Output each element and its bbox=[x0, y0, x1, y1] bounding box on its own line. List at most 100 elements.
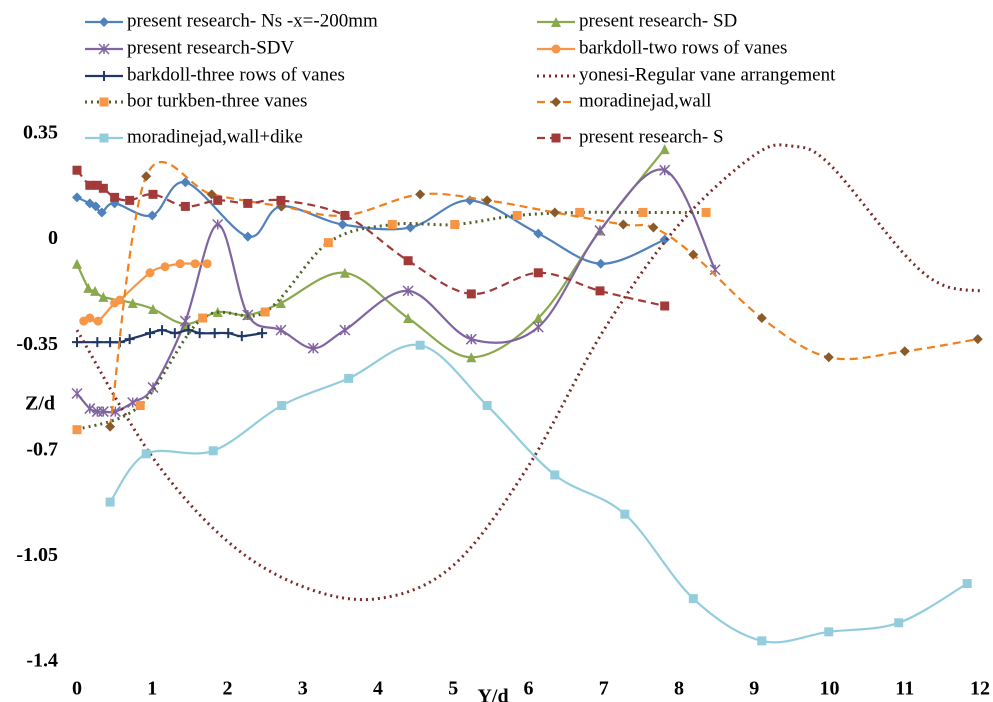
series bbox=[72, 207, 711, 435]
marker bbox=[595, 258, 606, 269]
marker bbox=[403, 313, 414, 324]
marker bbox=[402, 285, 414, 297]
legend-item: yonesi-Regular vane arrangement bbox=[537, 64, 836, 85]
marker bbox=[533, 313, 544, 324]
series bbox=[79, 259, 212, 326]
marker bbox=[194, 328, 205, 339]
marker bbox=[756, 313, 767, 324]
marker bbox=[98, 183, 108, 193]
marker bbox=[71, 387, 83, 400]
marker bbox=[84, 403, 96, 415]
marker bbox=[236, 331, 247, 342]
marker bbox=[242, 231, 253, 242]
marker bbox=[972, 334, 983, 345]
legend-item: moradinejad,wall bbox=[537, 90, 711, 111]
marker bbox=[93, 316, 103, 326]
marker bbox=[148, 303, 159, 314]
marker bbox=[180, 177, 191, 188]
x-tick-label: 12 bbox=[970, 678, 990, 700]
marker bbox=[115, 295, 125, 305]
marker bbox=[85, 313, 95, 323]
marker bbox=[135, 401, 145, 411]
marker bbox=[141, 449, 151, 459]
marker bbox=[323, 238, 333, 248]
legend-label: present research- S bbox=[579, 126, 724, 147]
marker bbox=[275, 297, 286, 308]
marker bbox=[144, 328, 155, 339]
marker bbox=[618, 219, 629, 230]
marker bbox=[160, 262, 170, 272]
x-axis-label: Y/d bbox=[477, 686, 508, 702]
legend-item: present research- SD bbox=[537, 10, 737, 31]
marker bbox=[145, 268, 155, 278]
legend-label: yonesi-Regular vane arrangement bbox=[579, 64, 836, 85]
series bbox=[72, 165, 670, 311]
legend-marker bbox=[551, 17, 561, 27]
series-line bbox=[76, 210, 707, 432]
x-tick-label: 4 bbox=[373, 678, 383, 700]
marker bbox=[198, 313, 208, 323]
marker bbox=[340, 210, 350, 220]
series bbox=[72, 177, 670, 269]
marker bbox=[533, 228, 544, 239]
y-tick-label: -1.4 bbox=[26, 650, 58, 672]
series-line bbox=[76, 148, 666, 359]
marker bbox=[550, 470, 560, 480]
legend-item: barkdoll-three rows of vanes bbox=[85, 64, 345, 85]
marker bbox=[212, 218, 224, 231]
marker bbox=[688, 594, 698, 604]
marker bbox=[307, 342, 319, 354]
marker bbox=[257, 328, 268, 339]
x-tick-label: 6 bbox=[524, 678, 534, 700]
series-line bbox=[76, 181, 666, 265]
series-line bbox=[109, 160, 978, 427]
marker bbox=[466, 352, 477, 363]
marker bbox=[110, 192, 120, 202]
marker bbox=[659, 144, 670, 155]
marker bbox=[403, 256, 413, 266]
legend-item: bor turkben-three vanes bbox=[85, 90, 307, 111]
legend-marker bbox=[98, 43, 110, 55]
marker bbox=[213, 195, 223, 205]
legend-label: present research- Ns -x=-200mm bbox=[127, 10, 378, 31]
marker bbox=[405, 222, 416, 233]
marker bbox=[824, 627, 834, 637]
marker bbox=[190, 259, 200, 269]
legend-item: moradinejad,wall+dike bbox=[85, 126, 303, 147]
marker bbox=[482, 195, 493, 206]
x-tick-label: 1 bbox=[147, 678, 157, 700]
legend-marker bbox=[99, 71, 109, 81]
marker bbox=[512, 210, 522, 220]
marker bbox=[659, 234, 670, 245]
marker bbox=[72, 192, 82, 203]
legend-marker bbox=[551, 97, 561, 107]
marker bbox=[92, 337, 103, 348]
legend-label: present research- SD bbox=[579, 10, 737, 31]
x-tick-label: 7 bbox=[599, 678, 609, 700]
marker bbox=[549, 207, 560, 218]
x-tick-label: 0 bbox=[72, 678, 82, 700]
marker bbox=[415, 340, 425, 350]
marker bbox=[141, 171, 152, 182]
legend-item: present research- Ns -x=-200mm bbox=[85, 10, 378, 31]
marker bbox=[450, 220, 460, 230]
x-tick-label: 9 bbox=[749, 678, 759, 700]
marker bbox=[638, 207, 648, 217]
marker bbox=[223, 328, 234, 339]
marker bbox=[83, 282, 94, 293]
legend-label: barkdoll-three rows of vanes bbox=[127, 64, 345, 85]
marker bbox=[148, 189, 158, 199]
x-tick-label: 11 bbox=[895, 678, 914, 700]
legend-marker bbox=[551, 44, 561, 54]
y-tick-label: -0.7 bbox=[26, 438, 58, 460]
x-tick-label: 5 bbox=[448, 678, 458, 700]
marker bbox=[962, 579, 972, 589]
marker bbox=[899, 346, 910, 357]
marker bbox=[92, 180, 102, 190]
legend-label: bor turkben-three vanes bbox=[127, 90, 307, 111]
marker bbox=[72, 425, 82, 435]
marker bbox=[72, 258, 82, 269]
legend-marker bbox=[99, 97, 109, 107]
legend-item: present research- S bbox=[537, 126, 724, 147]
marker bbox=[277, 401, 287, 411]
